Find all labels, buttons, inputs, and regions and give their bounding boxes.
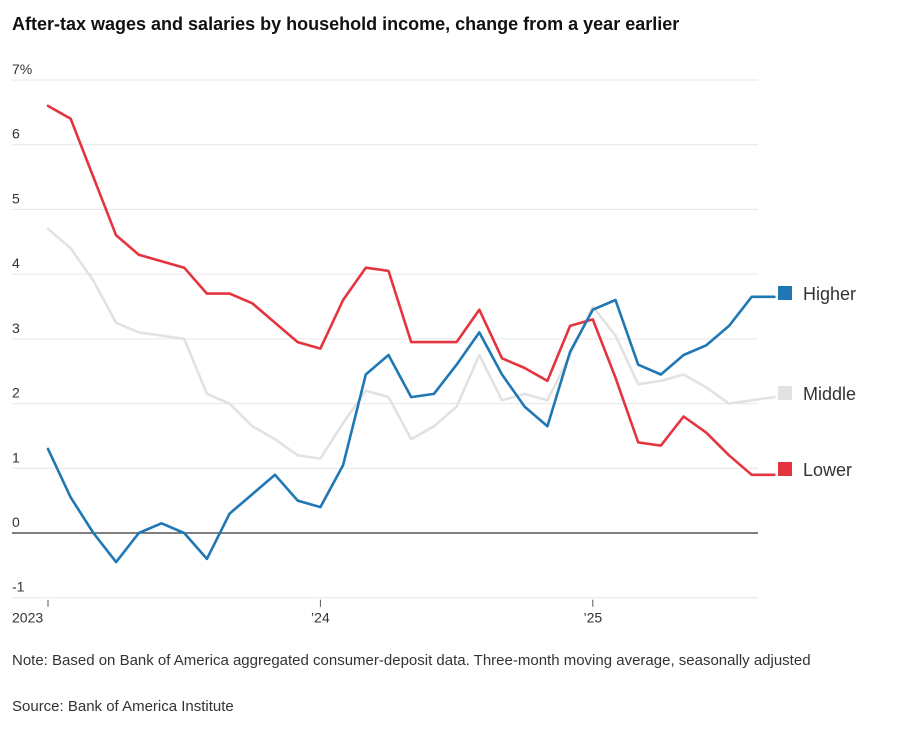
chart-note: Note: Based on Bank of America aggregate…: [12, 652, 811, 669]
y-tick-label: -1: [12, 579, 25, 595]
legend-swatch-higher: [778, 286, 792, 300]
x-axis-ticks: 2023 ’24 ’25: [12, 599, 602, 626]
legend-swatch-middle: [778, 386, 792, 400]
y-tick-label: 3: [12, 320, 20, 336]
series-line-higher: [46, 295, 776, 564]
legend-label-lower: Lower: [803, 460, 852, 480]
legend: Higher Middle Lower: [778, 284, 856, 480]
series-lines: [46, 104, 776, 564]
series-line-lower: [46, 104, 776, 477]
y-tick-label: 1: [12, 449, 20, 465]
x-tick-label: 2023: [12, 610, 43, 626]
y-tick-label: 5: [12, 190, 20, 206]
legend-swatch-lower: [778, 462, 792, 476]
y-tick-label: 7%: [12, 61, 32, 77]
y-tick-label: 0: [12, 514, 20, 530]
chart-source: Source: Bank of America Institute: [12, 698, 234, 715]
x-tick-label: ’24: [311, 610, 330, 626]
chart-title: After-tax wages and salaries by househol…: [12, 14, 680, 34]
gridlines: [12, 79, 758, 599]
y-tick-label: 6: [12, 126, 20, 142]
y-tick-label: 4: [12, 255, 20, 271]
series-line-middle: [46, 227, 776, 460]
y-axis-ticks: 7% 6 5 4 3 2 1 0 -1: [12, 61, 32, 595]
x-tick-label: ’25: [583, 610, 602, 626]
line-chart: 7% 6 5 4 3 2 1 0 -1 2023 ’24 ’25 Higher Middle Lower: [12, 61, 856, 626]
legend-label-middle: Middle: [803, 384, 856, 404]
legend-label-higher: Higher: [803, 284, 856, 304]
y-tick-label: 2: [12, 385, 20, 401]
